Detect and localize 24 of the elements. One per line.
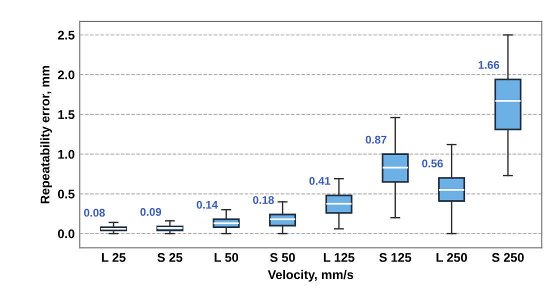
x-tick-label: S 50	[270, 253, 295, 262]
x-tick-label: L 50	[214, 253, 238, 262]
annotation: 0.08	[84, 208, 105, 217]
y-tick-label: 0.0	[58, 229, 74, 238]
annotation: 0.41	[309, 177, 330, 185]
y-tick-label: 0.5	[58, 190, 75, 198]
y-tick-label: 1.5	[58, 110, 75, 120]
y-tick-label: 1.0	[58, 150, 74, 159]
annotation: 0.87	[366, 136, 386, 144]
annotation: 0.56	[422, 160, 443, 168]
annotation: 0.09	[140, 208, 162, 216]
x-tick-label: S 125	[379, 253, 412, 262]
y-tick-label: 2.0	[58, 70, 74, 80]
x-tick-label: S 25	[157, 253, 182, 262]
y-tick-label: 2.5	[58, 30, 75, 40]
x-tick-label: S 250	[492, 253, 524, 262]
annotation: 0.14	[196, 200, 218, 209]
annotation: 0.18	[253, 196, 274, 204]
x-tick-label: L 250	[436, 253, 467, 262]
y-axis-title: Repeatability error, mm	[40, 66, 52, 204]
annotation: 1.66	[478, 61, 500, 69]
x-tick-label: L 125	[324, 253, 354, 262]
x-tick-label: L 25	[102, 253, 126, 262]
x-axis-title: Velocity, mm/s	[268, 270, 354, 282]
